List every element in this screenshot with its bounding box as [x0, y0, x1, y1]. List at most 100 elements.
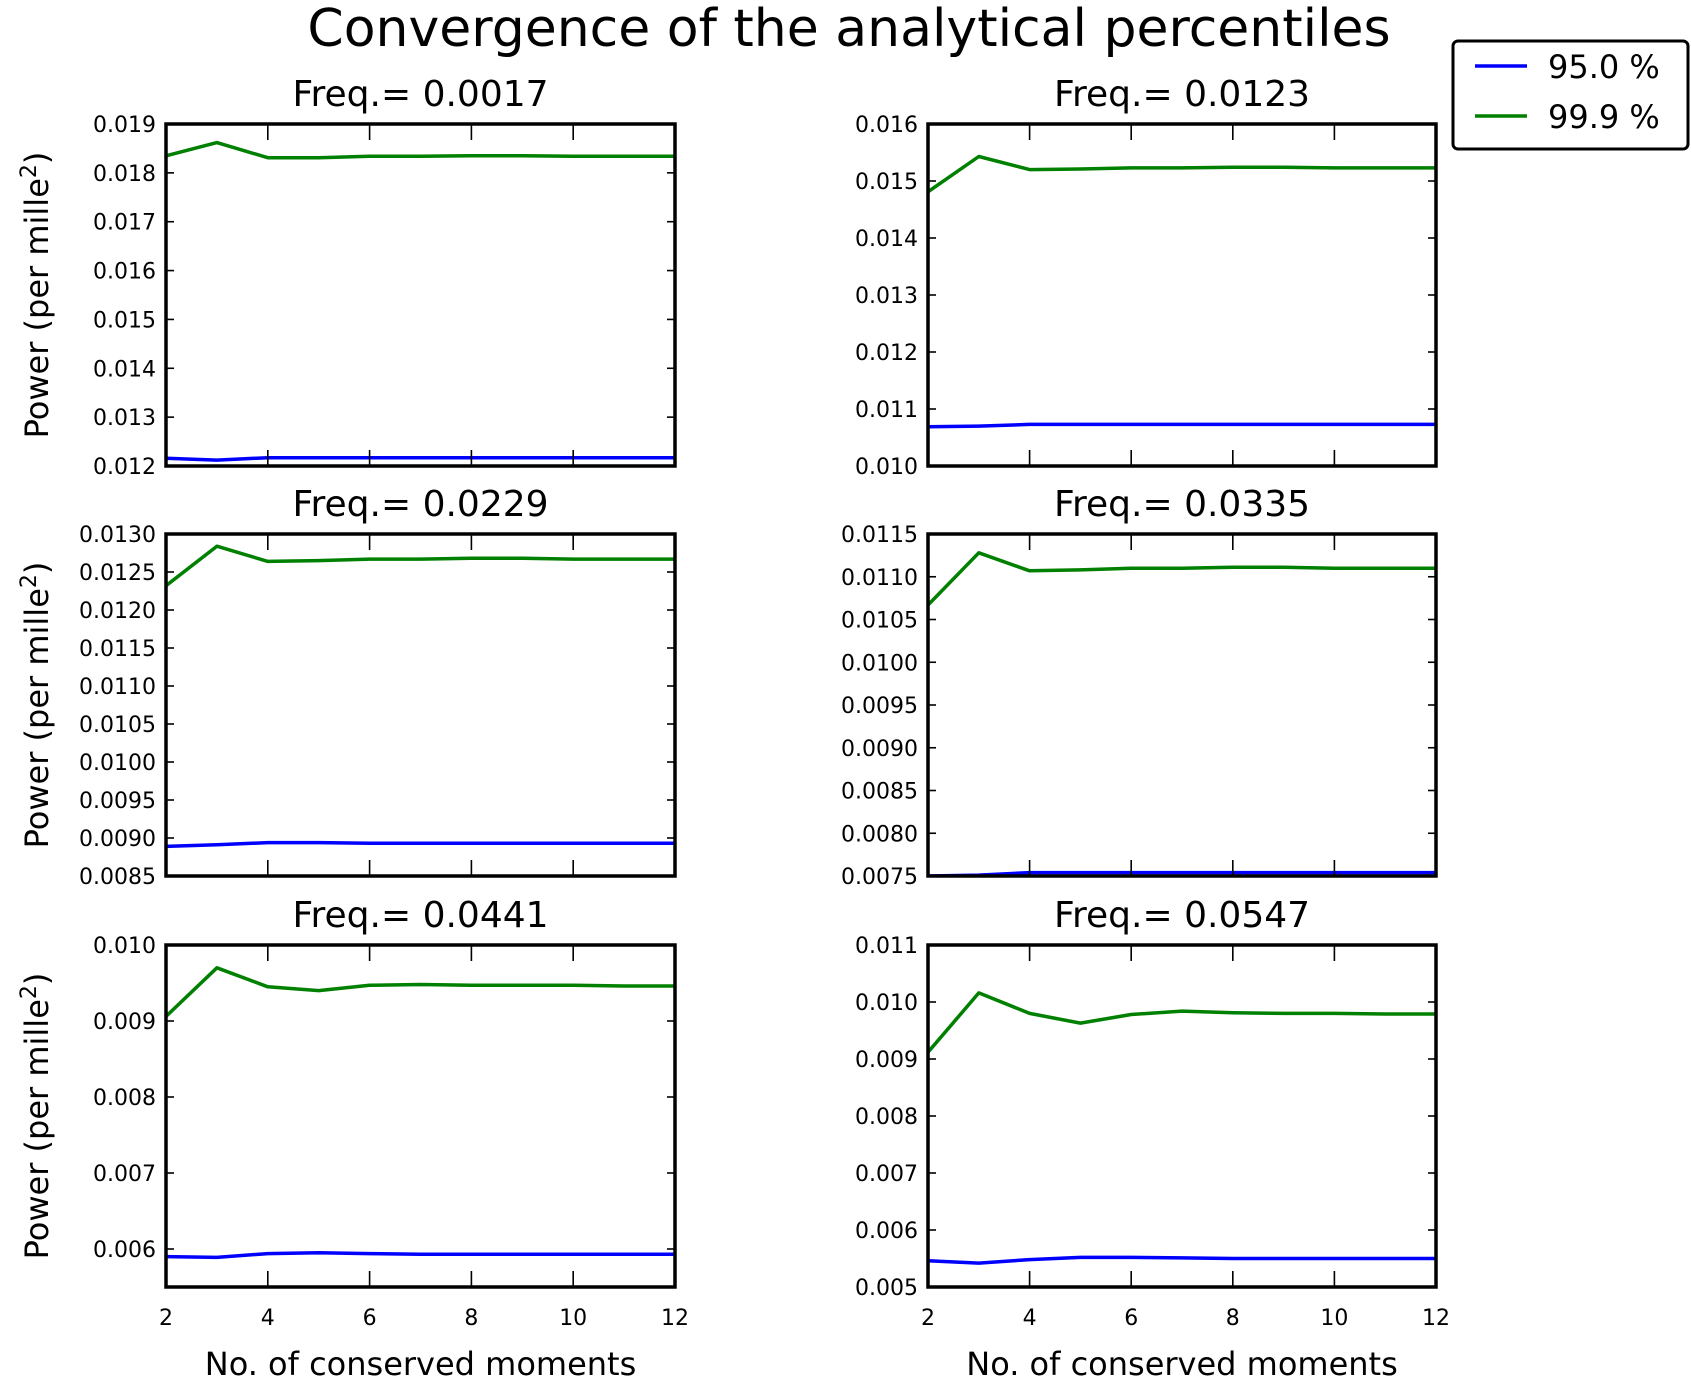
y-tick-label: 0.016 — [93, 260, 156, 285]
y-tick-label: 0.0110 — [79, 675, 156, 700]
subplot-title: Freq.= 0.0335 — [1054, 484, 1310, 525]
x-tick-label: 10 — [1320, 1306, 1348, 1331]
x-tick-label: 12 — [661, 1306, 689, 1331]
y-tick-label: 0.008 — [855, 1105, 918, 1130]
y-tick-label: 0.018 — [93, 162, 156, 187]
legend-label-95: 95.0 % — [1548, 48, 1660, 86]
y-tick-label: 0.012 — [93, 455, 156, 480]
y-tick-label: 0.019 — [93, 113, 156, 138]
y-axis-label: Power (per mille2) — [17, 152, 56, 439]
legend-label-999: 99.9 % — [1548, 98, 1660, 136]
plot-frame — [164, 943, 677, 1289]
chart-title: Convergence of the analytical percentile… — [307, 0, 1390, 59]
y-tick-label: 0.010 — [855, 991, 918, 1016]
y-tick-label: 0.013 — [855, 284, 918, 309]
y-tick-label: 0.009 — [855, 1048, 918, 1073]
subplot-title: Freq.= 0.0547 — [1054, 895, 1310, 936]
subplot-1: Freq.= 0.0017 0.012 0.013 0.014 0.015 0.016 0.… — [17, 74, 677, 480]
y-tick-label: 0.012 — [855, 341, 918, 366]
x-tick-label: 10 — [559, 1306, 587, 1331]
subplot-6: Freq.= 0.0547 0.005 0.006 0.007 0.008 0.009 0.… — [855, 895, 1450, 1383]
series-line-95 — [928, 870, 1436, 876]
series-line-95 — [166, 1251, 675, 1260]
subplot-title: Freq.= 0.0017 — [292, 74, 548, 115]
y-tick-label: 0.0110 — [841, 566, 918, 591]
y-tick-label: 0.011 — [855, 934, 918, 959]
y-tick-label: 0.005 — [855, 1276, 918, 1301]
x-axis-label: No. of conserved moments — [966, 1345, 1398, 1383]
y-tick-label: 0.011 — [855, 398, 918, 423]
series-line-999 — [166, 140, 675, 160]
y-tick-label: 0.0130 — [79, 523, 156, 548]
x-tick-label: 4 — [1023, 1306, 1037, 1331]
x-tick-label: 6 — [1124, 1306, 1138, 1331]
y-tick-label: 0.013 — [93, 406, 156, 431]
y-tick-label: 0.0090 — [79, 827, 156, 852]
subplot-3: Freq.= 0.0229 0.0085 0.0090 0.0095 0.0100 0.0… — [17, 484, 677, 890]
legend-box — [1451, 39, 1690, 151]
y-tick-label: 0.007 — [855, 1162, 918, 1187]
plot-frame — [926, 532, 1438, 878]
x-tick-label: 2 — [159, 1306, 173, 1331]
y-tick-label: 0.0095 — [79, 789, 156, 814]
y-tick-label: 0.0115 — [79, 637, 156, 662]
y-tick-label: 0.0100 — [841, 651, 918, 676]
subplot-5: Freq.= 0.0441 0.006 0.007 0.008 0.009 0.010 2 4… — [17, 895, 689, 1383]
x-tick-label: 8 — [464, 1306, 478, 1331]
y-tick-label: 0.0125 — [79, 561, 156, 586]
y-tick-label: 0.0075 — [841, 865, 918, 890]
plot-frame — [926, 122, 1438, 468]
subplot-title: Freq.= 0.0123 — [1054, 74, 1310, 115]
y-axis-label: Power (per mille2) — [17, 973, 56, 1260]
x-tick-label: 8 — [1226, 1306, 1240, 1331]
y-tick-label: 0.010 — [855, 455, 918, 480]
x-axis-label: No. of conserved moments — [205, 1345, 637, 1383]
y-tick-label: 0.014 — [855, 227, 918, 252]
legend: 95.0 % 99.9 % — [1451, 39, 1690, 151]
y-tick-label: 0.010 — [93, 934, 156, 959]
y-tick-label: 0.0100 — [79, 751, 156, 776]
y-tick-label: 0.0085 — [841, 780, 918, 805]
x-tick-label: 6 — [363, 1306, 377, 1331]
y-tick-label: 0.0115 — [841, 523, 918, 548]
y-tick-label: 0.015 — [855, 170, 918, 195]
x-tick-label: 2 — [921, 1306, 935, 1331]
series-line-999 — [166, 544, 675, 588]
y-tick-label: 0.0090 — [841, 737, 918, 762]
y-tick-label: 0.006 — [855, 1219, 918, 1244]
series-line-999 — [928, 154, 1436, 194]
subplots: Freq.= 0.0017 0.012 0.013 0.014 0.015 0.016 0.… — [17, 74, 1450, 1383]
y-tick-label: 0.0105 — [79, 713, 156, 738]
y-tick-label: 0.0095 — [841, 694, 918, 719]
y-tick-label: 0.0120 — [79, 599, 156, 624]
series-line-999 — [166, 966, 675, 1018]
subplot-2: Freq.= 0.0123 0.010 0.011 0.012 0.013 0.014 0.… — [855, 74, 1438, 480]
series-line-95 — [928, 1255, 1436, 1265]
subplot-title: Freq.= 0.0229 — [292, 484, 548, 525]
x-tick-label: 4 — [261, 1306, 275, 1331]
y-axis-label: Power (per mille2) — [17, 562, 56, 849]
plot-frame — [926, 943, 1438, 1289]
y-tick-label: 0.014 — [93, 357, 156, 382]
y-tick-label: 0.009 — [93, 1010, 156, 1035]
y-tick-label: 0.015 — [93, 308, 156, 333]
subplot-title: Freq.= 0.0441 — [292, 895, 548, 936]
y-tick-label: 0.017 — [93, 211, 156, 236]
y-tick-label: 0.0085 — [79, 865, 156, 890]
y-tick-label: 0.016 — [855, 113, 918, 138]
series-line-999 — [928, 551, 1436, 607]
series-line-999 — [928, 991, 1436, 1054]
y-tick-label: 0.0105 — [841, 609, 918, 634]
y-tick-label: 0.0080 — [841, 822, 918, 847]
series-line-95 — [928, 422, 1436, 429]
plot-frame — [164, 122, 677, 468]
subplot-4: Freq.= 0.0335 0.0075 0.0080 0.0085 0.0090 0.0… — [841, 484, 1438, 890]
series-line-95 — [166, 840, 675, 849]
x-tick-label: 12 — [1422, 1306, 1450, 1331]
y-tick-label: 0.006 — [93, 1238, 156, 1263]
y-tick-label: 0.007 — [93, 1162, 156, 1187]
series-line-95 — [166, 455, 675, 462]
plot-frame — [164, 532, 677, 878]
y-tick-label: 0.008 — [93, 1086, 156, 1111]
